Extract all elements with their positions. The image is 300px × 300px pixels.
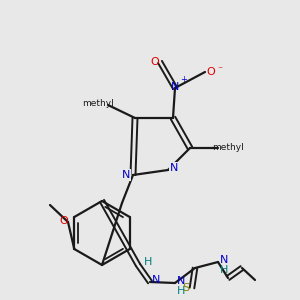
Text: +: +	[181, 76, 188, 85]
Text: S: S	[182, 283, 190, 293]
Text: methyl: methyl	[82, 100, 114, 109]
Text: N: N	[177, 276, 185, 286]
Text: N: N	[170, 163, 178, 173]
Text: N: N	[171, 82, 179, 92]
Text: H: H	[177, 286, 185, 296]
Text: O: O	[207, 67, 215, 77]
Text: ⁻: ⁻	[218, 65, 223, 75]
Text: N: N	[122, 170, 130, 180]
Text: O: O	[60, 216, 68, 226]
Text: methyl: methyl	[212, 143, 244, 152]
Text: N: N	[152, 275, 160, 285]
Text: N: N	[220, 255, 228, 265]
Text: H: H	[220, 265, 228, 275]
Text: H: H	[144, 257, 152, 267]
Text: O: O	[151, 57, 159, 67]
